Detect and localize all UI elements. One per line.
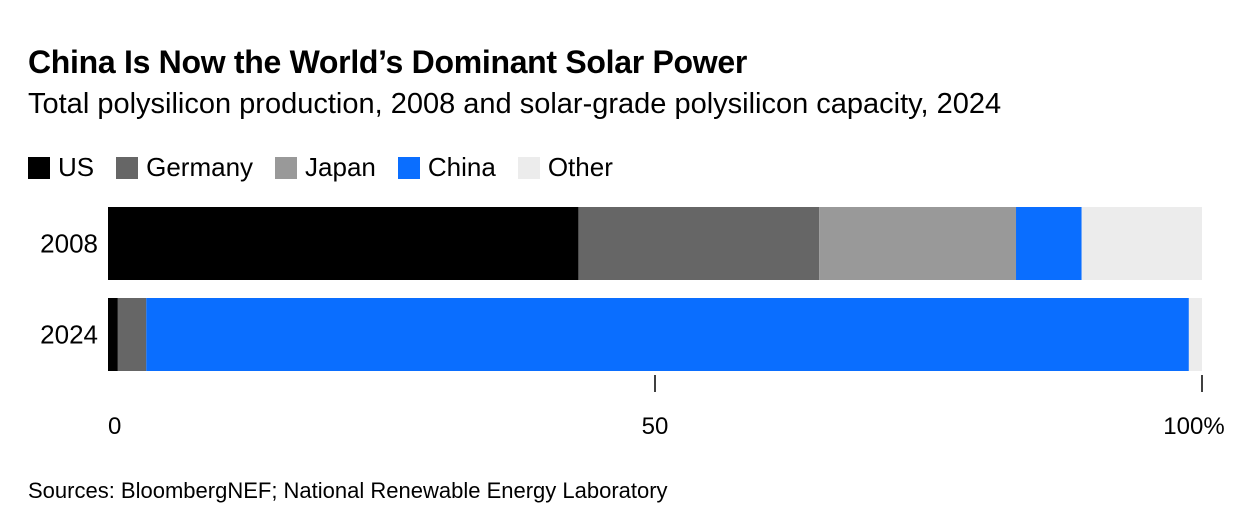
legend-swatch-us [28, 156, 50, 179]
tick-label-0: 0 [108, 413, 121, 440]
chart-title: China Is Now the World’s Dominant Solar … [28, 44, 748, 80]
legend-swatch-germany [116, 156, 139, 179]
category-label-2008: 2008 [40, 229, 98, 259]
bar-2008-germany [578, 207, 820, 280]
legend-swatch-japan [275, 156, 298, 179]
bar-2024-germany [117, 298, 147, 371]
category-label-2024: 2024 [40, 320, 98, 350]
legend-item-us: US [28, 152, 94, 183]
tick-label-100-: 100% [1163, 413, 1224, 440]
legend-item-china: China [397, 152, 496, 183]
legend: US Germany Japan China Other [28, 152, 635, 183]
bar-2008-japan [819, 207, 1017, 280]
legend-item-germany: Germany [116, 152, 253, 183]
legend-label-germany: Germany [146, 152, 254, 182]
chart-subtitle: Total polysilicon production, 2008 and s… [28, 88, 1002, 120]
legend-label-china: China [427, 152, 496, 182]
bar-2008-china [1016, 207, 1082, 280]
legend-label-japan: Japan [305, 152, 376, 182]
legend-label-us: US [58, 152, 95, 182]
bar-2024-other [1188, 298, 1202, 371]
legend-label-other: Other [547, 152, 613, 182]
bar-2024-china [146, 298, 1189, 371]
source-note: Sources: BloombergNEF; National Renewabl… [28, 478, 668, 503]
bar-2008-other [1081, 207, 1202, 280]
legend-item-other: Other [517, 152, 613, 183]
legend-swatch-china [397, 156, 420, 179]
legend-swatch-other [517, 156, 540, 179]
tick-label-50: 50 [642, 413, 669, 440]
chart-plot: 2008 2024 0 50 100% [40, 207, 1225, 440]
legend-item-japan: Japan [275, 152, 376, 183]
bar-2024-us [108, 298, 118, 371]
bar-2008-us [108, 207, 579, 280]
